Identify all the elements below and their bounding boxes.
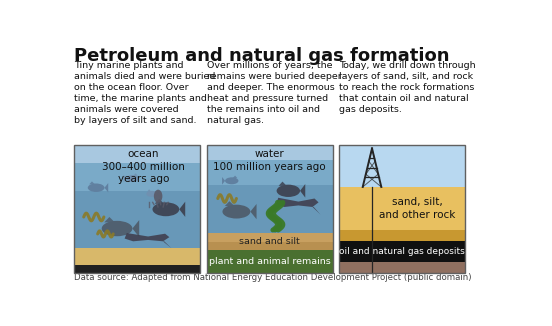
Polygon shape	[124, 175, 126, 182]
Polygon shape	[104, 217, 115, 222]
Text: ocean
300–400 million
years ago: ocean 300–400 million years ago	[102, 149, 185, 184]
Polygon shape	[312, 207, 321, 215]
Bar	[339, 241, 465, 262]
Ellipse shape	[102, 221, 132, 236]
Polygon shape	[89, 181, 95, 184]
Polygon shape	[163, 241, 172, 248]
Ellipse shape	[146, 191, 157, 197]
Bar	[207, 145, 332, 160]
Polygon shape	[132, 220, 139, 237]
Ellipse shape	[152, 202, 179, 216]
Bar	[339, 187, 465, 230]
Text: Over millions of years, the
remains were buried deeper
and deeper. The enormous
: Over millions of years, the remains were…	[207, 61, 342, 125]
Bar	[339, 230, 465, 241]
Polygon shape	[222, 177, 225, 185]
Text: sand and silt: sand and silt	[240, 237, 300, 246]
Bar	[75, 145, 200, 273]
Ellipse shape	[222, 205, 251, 218]
Polygon shape	[104, 183, 108, 192]
Text: plant and animal remains: plant and animal remains	[209, 257, 331, 266]
Text: oil and natural gas deposits: oil and natural gas deposits	[339, 247, 465, 256]
Text: water
100 million years ago: water 100 million years ago	[214, 149, 326, 171]
Bar	[75, 145, 200, 163]
Bar	[207, 250, 332, 273]
Text: sand, silt,
and other rock: sand, silt, and other rock	[379, 197, 455, 220]
Polygon shape	[179, 202, 185, 217]
Text: Data source: Adapted from National Energy Education Development Project (public : Data source: Adapted from National Energ…	[75, 274, 472, 282]
Polygon shape	[147, 189, 151, 191]
Text: Tiny marine plants and
animals died and were buried
on the ocean floor. Over
tim: Tiny marine plants and animals died and …	[75, 61, 216, 125]
Ellipse shape	[225, 177, 238, 184]
Polygon shape	[276, 198, 319, 207]
Bar	[75, 191, 200, 248]
Bar	[207, 233, 332, 243]
Text: Petroleum and natural gas formation: Petroleum and natural gas formation	[75, 47, 450, 65]
Bar	[207, 243, 332, 250]
Text: Today, we drill down through
layers of sand, silt, and rock
to reach the rock fo: Today, we drill down through layers of s…	[339, 61, 476, 114]
Bar	[75, 248, 200, 265]
Polygon shape	[225, 201, 235, 206]
Polygon shape	[251, 204, 257, 219]
Polygon shape	[279, 182, 286, 186]
Ellipse shape	[88, 184, 104, 192]
Bar	[339, 145, 465, 273]
Polygon shape	[125, 233, 169, 241]
Bar	[339, 145, 465, 187]
Bar	[207, 160, 332, 185]
Ellipse shape	[154, 190, 162, 203]
Bar	[75, 265, 200, 273]
Ellipse shape	[277, 185, 300, 197]
Bar	[207, 185, 332, 233]
Polygon shape	[155, 199, 164, 204]
Bar	[339, 262, 465, 273]
Polygon shape	[300, 184, 305, 198]
Bar	[207, 145, 332, 273]
Ellipse shape	[126, 175, 139, 182]
Polygon shape	[233, 176, 237, 178]
Polygon shape	[157, 190, 160, 197]
Bar	[75, 163, 200, 191]
Polygon shape	[134, 173, 137, 176]
